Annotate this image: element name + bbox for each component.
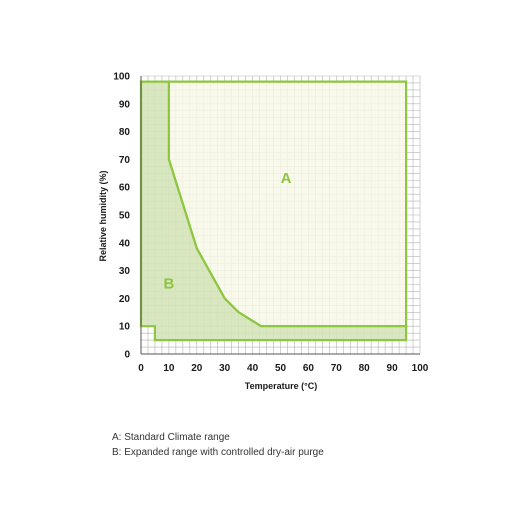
region-label-a: A: [281, 170, 292, 187]
y-tick-label: 60: [119, 183, 131, 194]
y-tick-label: 50: [119, 211, 131, 222]
y-tick-label: 20: [119, 294, 131, 305]
regions: AB: [139, 80, 408, 342]
tick-labels: 0 10 20 30 40 50 60 70 80 90 100 0 10 20 30 40 50 60 70 80 9…: [113, 72, 428, 375]
legend: A: Standard Climate range B: Expanded ra…: [112, 430, 324, 460]
y-tick-label: 40: [119, 238, 131, 249]
x-tick-label: 70: [331, 363, 343, 374]
y-tick-label: 90: [119, 99, 131, 110]
x-tick-label: 60: [303, 363, 315, 374]
axes: [140, 76, 420, 355]
x-tick-label: 90: [387, 363, 399, 374]
x-tick-label: 30: [219, 363, 231, 374]
y-tick-label: 0: [124, 350, 130, 361]
x-tick-label: 50: [275, 363, 287, 374]
region-b: [139, 80, 408, 342]
x-tick-label: 10: [163, 363, 175, 374]
x-tick-label: 40: [247, 363, 259, 374]
x-axis-label: Temperature (°C): [245, 381, 317, 391]
y-tick-label: 10: [119, 322, 131, 333]
y-axis-label: Relative humidity (%): [98, 170, 108, 261]
y-tick-label: 100: [113, 72, 130, 83]
legend-item-b: B: Expanded range with controlled dry-ai…: [112, 447, 324, 458]
x-tick-label: 0: [138, 363, 144, 374]
x-tick-label: 20: [191, 363, 203, 374]
y-tick-label: 80: [119, 127, 131, 138]
legend-item-a: A: Standard Climate range: [112, 432, 230, 443]
x-tick-label: 80: [359, 363, 371, 374]
region-label-b: B: [163, 275, 174, 292]
x-tick-label: 100: [412, 363, 429, 374]
y-tick-label: 70: [119, 155, 131, 166]
y-tick-label: 30: [119, 266, 131, 277]
